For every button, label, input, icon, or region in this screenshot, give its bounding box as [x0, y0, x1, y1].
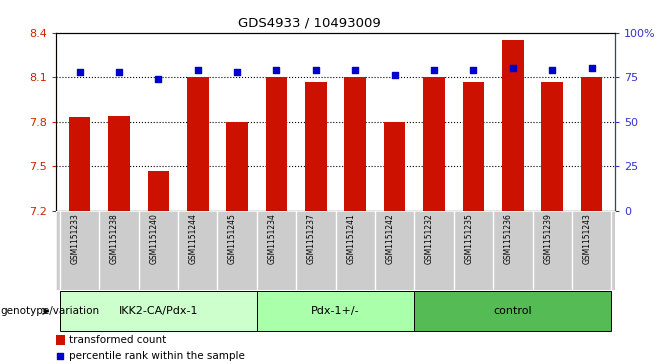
Text: GSM1151238: GSM1151238	[110, 213, 119, 264]
Text: GSM1151244: GSM1151244	[189, 213, 197, 264]
Bar	[108, 116, 130, 211]
Bar	[542, 82, 563, 211]
Point	[390, 73, 400, 78]
Point	[547, 67, 557, 73]
FancyBboxPatch shape	[257, 291, 415, 331]
Point	[311, 67, 321, 73]
Point	[55, 353, 66, 359]
Text: GSM1151242: GSM1151242	[386, 213, 395, 264]
Text: GSM1151243: GSM1151243	[582, 213, 592, 264]
Point	[114, 69, 124, 75]
Text: GSM1151236: GSM1151236	[504, 213, 513, 264]
Text: GSM1151233: GSM1151233	[70, 213, 80, 264]
Text: GSM1151232: GSM1151232	[425, 213, 434, 264]
Bar	[305, 82, 327, 211]
Text: IKK2-CA/Pdx-1: IKK2-CA/Pdx-1	[118, 306, 198, 316]
FancyBboxPatch shape	[60, 291, 257, 331]
Point	[271, 67, 282, 73]
Text: GSM1151241: GSM1151241	[346, 213, 355, 264]
Text: GSM1151240: GSM1151240	[149, 213, 159, 264]
Point	[74, 69, 85, 75]
Bar	[56, 335, 65, 345]
Bar	[581, 77, 603, 211]
Text: GSM1151235: GSM1151235	[465, 213, 474, 264]
Text: transformed count: transformed count	[68, 335, 166, 345]
Bar	[344, 77, 366, 211]
Bar	[384, 122, 405, 211]
Point	[468, 67, 479, 73]
Text: GSM1151245: GSM1151245	[228, 213, 237, 264]
Text: genotype/variation: genotype/variation	[1, 306, 100, 316]
Bar	[266, 77, 288, 211]
Point	[232, 69, 242, 75]
Text: control: control	[494, 306, 532, 316]
Point	[153, 76, 164, 82]
Text: GSM1151234: GSM1151234	[268, 213, 276, 264]
Bar	[463, 82, 484, 211]
Point	[507, 65, 518, 71]
Point	[429, 67, 440, 73]
Point	[192, 67, 203, 73]
Point	[586, 65, 597, 71]
Text: Pdx-1+/-: Pdx-1+/-	[311, 306, 360, 316]
Bar	[226, 122, 248, 211]
Bar	[187, 77, 209, 211]
Bar	[68, 117, 90, 211]
Bar	[502, 40, 524, 211]
Text: GDS4933 / 10493009: GDS4933 / 10493009	[238, 16, 380, 29]
Text: GSM1151239: GSM1151239	[544, 213, 552, 264]
Text: GSM1151237: GSM1151237	[307, 213, 316, 264]
Point	[350, 67, 361, 73]
FancyBboxPatch shape	[415, 291, 611, 331]
Bar	[423, 77, 445, 211]
Bar	[147, 171, 169, 211]
Text: percentile rank within the sample: percentile rank within the sample	[68, 351, 245, 361]
